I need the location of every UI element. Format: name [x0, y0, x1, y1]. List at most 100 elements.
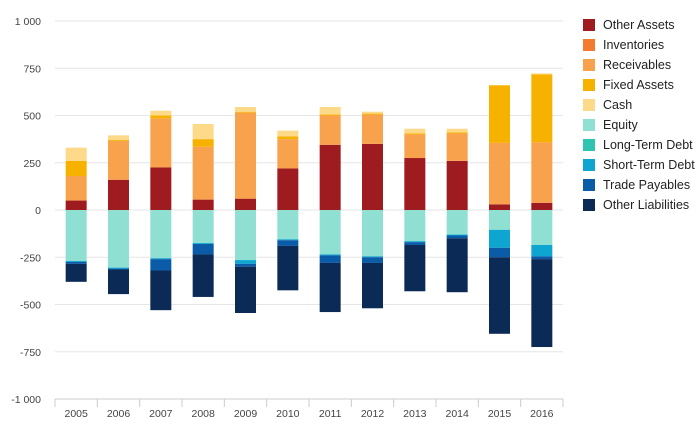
y-tick-label: 750: [23, 63, 41, 75]
bar-segment: [192, 210, 214, 244]
bar-segment: [404, 210, 426, 242]
bar-segment: [404, 134, 426, 159]
bar-segment: [235, 260, 256, 264]
bar-segment: [319, 255, 341, 263]
bar-segment: [150, 210, 172, 259]
legend-label: Cash: [603, 98, 633, 112]
bar-segment: [404, 133, 426, 135]
bar-segment: [277, 139, 299, 169]
bar-segment: [531, 73, 553, 75]
bar-segment: [192, 199, 214, 210]
legend-label: Receivables: [603, 58, 672, 72]
legend-swatch: [583, 59, 595, 71]
bar-segment: [65, 160, 87, 176]
legend-item[interactable]: Inventories: [583, 35, 700, 55]
bar-segment: [362, 262, 383, 309]
bar-segment: [362, 210, 383, 257]
bar-segment: [277, 210, 299, 240]
legend-label: Trade Payables: [603, 178, 691, 192]
bar-segment: [362, 114, 383, 144]
bar-segment: [277, 136, 299, 140]
bar-segment: [319, 106, 341, 115]
legend-item[interactable]: Other Assets: [583, 15, 700, 35]
bar-segment: [65, 261, 87, 264]
bar-segment: [489, 257, 510, 334]
bar-segment: [362, 256, 383, 258]
legend-label: Long-Term Debt: [603, 138, 693, 152]
bar-segment: [489, 210, 510, 230]
bar-segment: [531, 210, 553, 245]
legend-swatch: [583, 99, 595, 111]
x-tick-label: 2015: [488, 408, 512, 420]
bar-segment: [446, 238, 468, 293]
bar-segment: [531, 259, 553, 348]
bar-segment: [235, 106, 256, 112]
bar-segment: [65, 147, 87, 161]
y-tick-label: -500: [20, 300, 41, 312]
legend-item[interactable]: Trade Payables: [583, 175, 700, 195]
x-tick-label: 2007: [149, 408, 173, 420]
legend-label: Inventories: [603, 38, 665, 52]
y-tick-label: 1 000: [15, 16, 41, 28]
legend-item[interactable]: Short-Term Debt: [583, 155, 700, 175]
bar-segment: [150, 110, 172, 116]
bar-segment: [277, 130, 299, 137]
bar-segment: [108, 268, 129, 270]
bar-segment: [319, 144, 341, 210]
bar-segment: [446, 210, 468, 235]
bar-segment: [277, 168, 299, 210]
bar-segment: [65, 210, 87, 262]
legend-item[interactable]: Cash: [583, 95, 700, 115]
bar-segment: [277, 245, 299, 291]
bar-segment: [65, 261, 87, 262]
bar-segment: [404, 128, 426, 134]
bar-segment: [235, 263, 256, 267]
bar-segment: [192, 146, 214, 200]
legend-swatch: [583, 39, 595, 51]
bar-segment: [404, 242, 426, 245]
bar-segment: [319, 115, 341, 145]
bar-segment: [108, 210, 129, 268]
x-tick-label: 2008: [191, 408, 215, 420]
legend-item[interactable]: Receivables: [583, 55, 700, 75]
legend-swatch: [583, 179, 595, 191]
bar-segment: [319, 254, 341, 256]
legend-item[interactable]: Other Liabilities: [583, 195, 700, 215]
bar-segment: [446, 160, 468, 210]
grid-lines: [55, 20, 563, 353]
bar-segment: [150, 167, 172, 210]
bar-segment: [277, 240, 299, 246]
legend-label: Fixed Assets: [603, 78, 674, 92]
bar-segment: [446, 235, 468, 239]
bar-segment: [362, 143, 383, 210]
bar-segment: [446, 234, 468, 236]
legend-item[interactable]: Fixed Assets: [583, 75, 700, 95]
bar-segment: [531, 74, 553, 143]
bar-segment: [404, 244, 426, 292]
x-axis: 2005 2006 2007 2008 2009 2010 2011 2012 2013 2014…: [54, 398, 564, 420]
bar-segment: [531, 244, 553, 257]
bar-segment: [277, 239, 299, 241]
bar-segment: [446, 133, 468, 161]
bar-segment: [65, 200, 87, 210]
bar-segment: [108, 140, 129, 142]
x-tick-label: 2014: [445, 408, 469, 420]
bar-segment: [192, 124, 214, 140]
bar-segment: [150, 259, 172, 271]
x-tick-label: 2012: [361, 408, 385, 420]
bar-segment: [235, 210, 256, 261]
x-tick-label: 2011: [319, 408, 342, 420]
bar-segment: [108, 141, 129, 180]
y-tick-label: 250: [23, 158, 41, 170]
bar-segment: [489, 204, 510, 210]
x-tick-label: 2010: [276, 408, 300, 420]
legend-swatch: [583, 79, 595, 91]
bar-segment: [150, 258, 172, 260]
y-tick-label: -250: [20, 252, 41, 264]
legend-item[interactable]: Equity: [583, 115, 700, 135]
bar-segment: [489, 247, 510, 258]
legend-item[interactable]: Long-Term Debt: [583, 135, 700, 155]
x-tick-label: 2009: [234, 408, 258, 420]
